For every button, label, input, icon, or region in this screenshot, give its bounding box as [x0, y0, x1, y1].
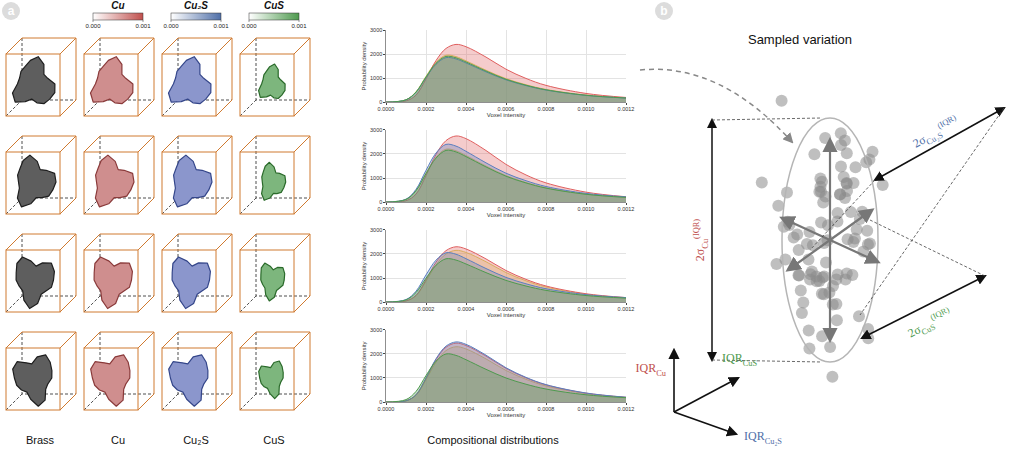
svg-text:0.0010: 0.0010 — [578, 206, 595, 212]
svg-text:0.0006: 0.0006 — [498, 206, 515, 212]
svg-text:0.0004: 0.0004 — [458, 106, 475, 112]
svg-text:0.0012: 0.0012 — [618, 406, 635, 412]
svg-text:Voxel intensity: Voxel intensity — [487, 212, 525, 218]
svg-text:0.0004: 0.0004 — [458, 206, 475, 212]
svg-text:0.001: 0.001 — [135, 23, 151, 29]
svg-text:2000: 2000 — [370, 351, 382, 357]
svg-text:Cu₂S: Cu₂S — [184, 0, 208, 11]
svg-text:0.001: 0.001 — [291, 23, 307, 29]
svg-text:Sampled variation: Sampled variation — [748, 32, 852, 47]
svg-text:0.0008: 0.0008 — [538, 406, 555, 412]
svg-text:2000: 2000 — [370, 251, 382, 257]
svg-text:1000: 1000 — [370, 75, 382, 81]
svg-text:Probability density: Probability density — [361, 142, 367, 191]
svg-text:1000: 1000 — [370, 275, 382, 281]
svg-text:2000: 2000 — [370, 51, 382, 57]
svg-text:Voxel intensity: Voxel intensity — [487, 412, 525, 418]
svg-text:3000: 3000 — [370, 127, 382, 133]
svg-text:CuS: CuS — [263, 434, 284, 446]
svg-text:0.0012: 0.0012 — [618, 106, 635, 112]
svg-text:Probability density: Probability density — [361, 42, 367, 91]
svg-text:0.0008: 0.0008 — [538, 306, 555, 312]
svg-text:0: 0 — [379, 199, 382, 205]
svg-text:0.0002: 0.0002 — [418, 406, 435, 412]
svg-text:0.000: 0.000 — [163, 23, 179, 29]
svg-text:3000: 3000 — [370, 27, 382, 33]
svg-text:0.0002: 0.0002 — [418, 206, 435, 212]
svg-text:1000: 1000 — [370, 175, 382, 181]
svg-text:2σCu(IQR): 2σCu(IQR) — [692, 219, 710, 261]
svg-text:0.0006: 0.0006 — [498, 306, 515, 312]
svg-text:0.0010: 0.0010 — [578, 106, 595, 112]
svg-text:Voxel intensity: Voxel intensity — [487, 112, 525, 118]
svg-text:2σCu₂S(IQR): 2σCu₂S(IQR) — [910, 113, 962, 153]
svg-text:IQRCu₂S: IQRCu₂S — [744, 429, 782, 446]
svg-text:Probability density: Probability density — [361, 242, 367, 291]
svg-text:0.0008: 0.0008 — [538, 106, 555, 112]
svg-text:0.0008: 0.0008 — [538, 206, 555, 212]
svg-text:0.0004: 0.0004 — [458, 306, 475, 312]
svg-text:0: 0 — [379, 399, 382, 405]
svg-text:0.0006: 0.0006 — [498, 106, 515, 112]
svg-text:Brass: Brass — [26, 434, 55, 446]
svg-text:0.0012: 0.0012 — [618, 306, 635, 312]
svg-text:Cu: Cu — [111, 434, 125, 446]
svg-text:0: 0 — [379, 299, 382, 305]
svg-text:0.000: 0.000 — [85, 23, 101, 29]
svg-text:b: b — [660, 4, 667, 18]
svg-text:a: a — [8, 4, 15, 18]
svg-text:Compositional distributions: Compositional distributions — [427, 434, 559, 446]
svg-text:0.0002: 0.0002 — [418, 306, 435, 312]
svg-text:0.000: 0.000 — [241, 23, 257, 29]
svg-text:0.0000: 0.0000 — [378, 406, 395, 412]
svg-text:0.0004: 0.0004 — [458, 406, 475, 412]
svg-text:Voxel intensity: Voxel intensity — [487, 312, 525, 318]
svg-text:CuS: CuS — [264, 0, 284, 11]
svg-text:0.0012: 0.0012 — [618, 206, 635, 212]
svg-text:3000: 3000 — [370, 327, 382, 333]
svg-text:Cu: Cu — [111, 0, 124, 11]
svg-text:0.001: 0.001 — [213, 23, 229, 29]
svg-text:3000: 3000 — [370, 227, 382, 233]
svg-text:IQRCu: IQRCu — [636, 361, 667, 378]
svg-text:1000: 1000 — [370, 375, 382, 381]
svg-text:Cu₂S: Cu₂S — [183, 434, 209, 446]
svg-text:IQRCuS: IQRCuS — [722, 351, 757, 368]
svg-text:0.0010: 0.0010 — [578, 306, 595, 312]
svg-text:0.0006: 0.0006 — [498, 406, 515, 412]
svg-text:0.0002: 0.0002 — [418, 106, 435, 112]
svg-text:2σCuS(IQR): 2σCuS(IQR) — [905, 305, 955, 342]
svg-text:0: 0 — [379, 99, 382, 105]
svg-text:0.0000: 0.0000 — [378, 106, 395, 112]
svg-text:0.0010: 0.0010 — [578, 406, 595, 412]
svg-text:0.0000: 0.0000 — [378, 206, 395, 212]
svg-text:2000: 2000 — [370, 151, 382, 157]
svg-text:Probability density: Probability density — [361, 342, 367, 391]
svg-text:0.0000: 0.0000 — [378, 306, 395, 312]
